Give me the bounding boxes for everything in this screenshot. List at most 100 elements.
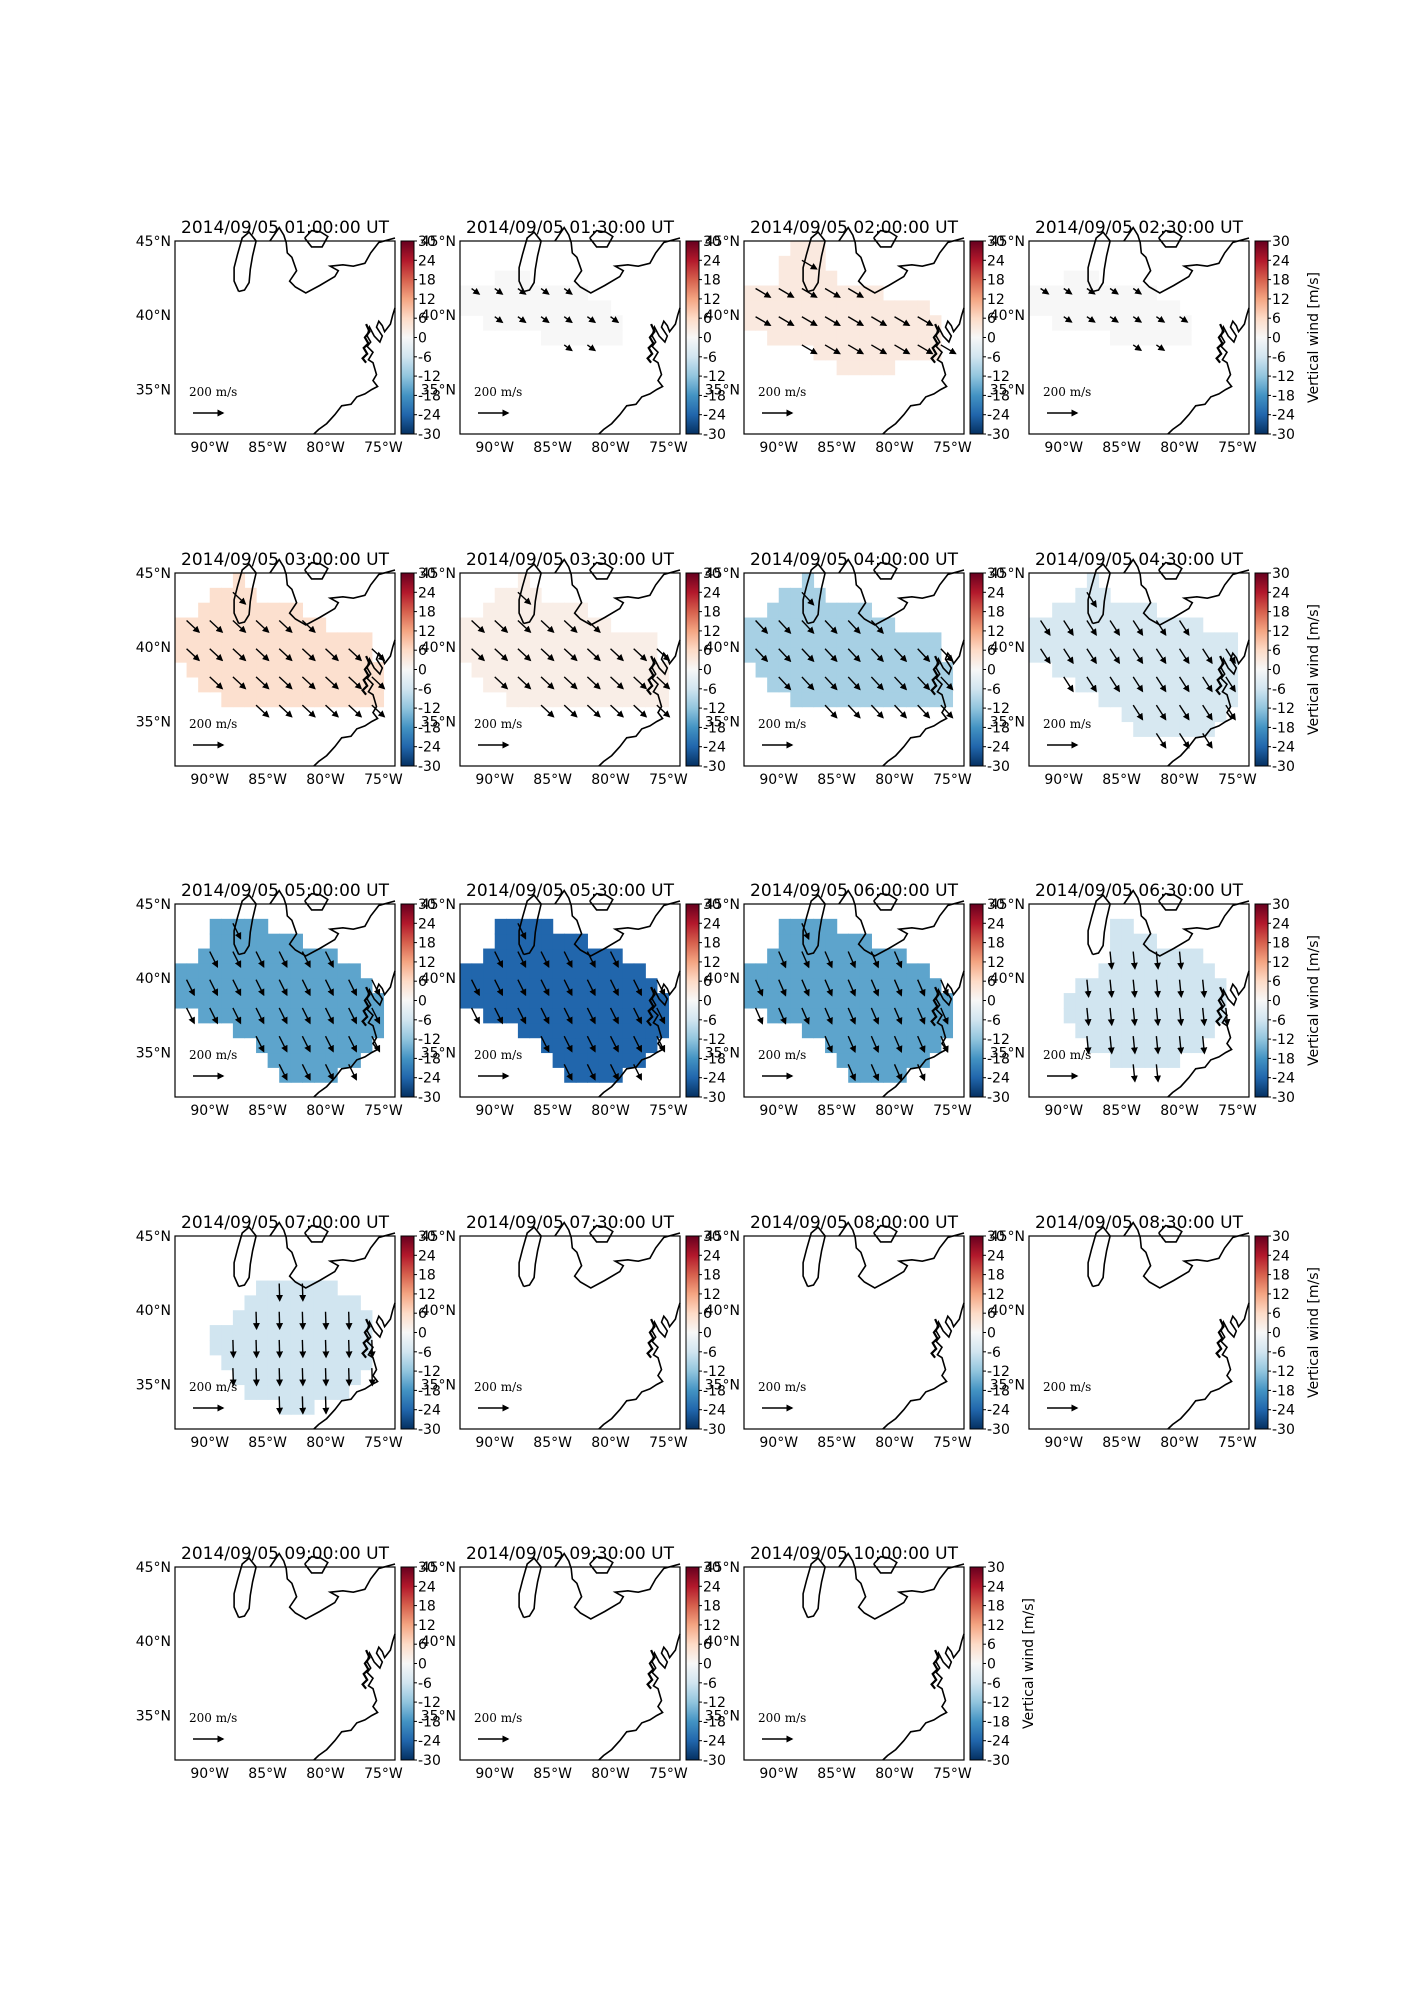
wind-cell — [302, 1325, 315, 1341]
lat-tick-label: 40°N — [136, 971, 171, 987]
wind-vector — [252, 1339, 260, 1359]
wind-vector — [1130, 1036, 1138, 1055]
coastline-path — [882, 970, 965, 1098]
colorbar-tick-label: -6 — [418, 350, 432, 366]
wind-cell — [267, 602, 280, 619]
wind-vector — [470, 979, 480, 997]
wind-cell — [313, 617, 327, 633]
colorbar-tick-label: 12 — [703, 1287, 721, 1303]
colorbar-tick-label: -24 — [703, 408, 726, 424]
coastline-path — [1215, 655, 1225, 696]
wind-vector — [824, 1007, 833, 1025]
wind-cell — [1191, 647, 1204, 663]
colorbar-tick-label: 24 — [418, 253, 436, 269]
coastline-path — [313, 1633, 396, 1761]
wind-cell — [1075, 647, 1088, 663]
wind-cell — [575, 300, 588, 316]
wind-cell — [337, 1369, 350, 1386]
wind-cell — [564, 948, 577, 964]
wind-cell — [836, 993, 849, 1009]
wind-cell — [790, 647, 803, 663]
lat-tick-label: 40°N — [136, 308, 171, 324]
lat-tick-label: 35°N — [990, 1377, 1025, 1393]
wind-cell — [267, 1037, 280, 1054]
wind-cell — [186, 632, 199, 648]
map-frame — [174, 1566, 396, 1761]
wind-cell — [1191, 978, 1204, 994]
coastline-path — [882, 639, 965, 767]
colorbar-tick-label: 12 — [703, 624, 721, 640]
wind-cell — [1121, 632, 1134, 648]
colorbar-tick-label: 6 — [418, 1306, 427, 1322]
wind-vector — [656, 1007, 666, 1025]
wind-cell — [337, 1325, 350, 1341]
wind-cell — [290, 1052, 303, 1068]
colorbar-tick-label: 18 — [703, 1599, 721, 1615]
map-frame — [743, 1566, 965, 1761]
wind-cell — [645, 1037, 658, 1054]
wind-cell — [1144, 993, 1157, 1009]
wind-cell — [337, 993, 350, 1009]
wind-cell — [541, 963, 554, 979]
wind-cell — [221, 948, 234, 964]
lat-tick-label: 45°N — [705, 897, 740, 913]
wind-cell — [221, 918, 234, 935]
wind-vector — [1132, 648, 1144, 665]
wind-cell — [221, 647, 234, 663]
wind-vector — [801, 979, 810, 997]
wind-vector — [494, 1007, 503, 1025]
wind-cell — [1075, 1007, 1088, 1024]
coastline-path — [598, 639, 681, 767]
wind-vector — [1130, 979, 1138, 999]
colorbar-tick-label: 30 — [418, 566, 436, 582]
wind-cell — [917, 691, 930, 708]
colorbar-tick-label: 0 — [703, 994, 712, 1010]
wind-cell — [1144, 676, 1157, 693]
wind-vector — [824, 316, 841, 327]
wind-cell — [506, 691, 519, 708]
wind-cell — [859, 300, 872, 316]
wind-cell — [598, 1037, 612, 1054]
coastline-path — [1167, 307, 1250, 435]
wind-vector — [1202, 648, 1213, 665]
vertical-wind-field — [1029, 573, 1239, 737]
wind-vector — [1039, 620, 1051, 636]
wind-vector — [1200, 1007, 1208, 1027]
wind-cell — [767, 662, 780, 678]
colorbar-tick-label: 0 — [987, 1326, 996, 1342]
wind-cell — [1075, 632, 1088, 648]
wind-vector — [1177, 951, 1185, 970]
colorbar-tick-label: 24 — [987, 916, 1005, 932]
wind-cell — [232, 1354, 246, 1371]
wind-cell — [906, 662, 919, 678]
wind-cell — [894, 1022, 907, 1039]
colorbar-tick-label: 0 — [418, 663, 427, 679]
lat-tick-label: 35°N — [705, 714, 740, 730]
wind-vector — [563, 287, 573, 295]
wind-vector — [778, 620, 792, 634]
wind-cell — [290, 993, 303, 1009]
wind-cell — [267, 1052, 280, 1068]
lon-tick-label: 85°W — [1102, 440, 1141, 456]
coastline-path — [882, 1302, 965, 1430]
coastline-path — [361, 1649, 371, 1690]
wind-vector — [540, 676, 555, 690]
wind-cell — [1179, 647, 1192, 663]
wind-cell — [1144, 1052, 1157, 1068]
wind-cell — [1121, 330, 1134, 346]
lat-tick-label: 35°N — [136, 1708, 171, 1724]
colorbar-tick-label: -30 — [987, 427, 1010, 443]
wind-cell — [744, 963, 757, 979]
wind-cell — [755, 285, 768, 301]
wind-cell — [1098, 993, 1111, 1009]
wind-cell — [564, 602, 577, 619]
wind-vector — [778, 287, 795, 298]
lon-tick-label: 90°W — [759, 1435, 798, 1451]
wind-cell — [232, 1022, 246, 1039]
lat-tick-label: 35°N — [136, 714, 171, 730]
coastline — [802, 558, 965, 767]
lon-tick-label: 75°W — [649, 1103, 688, 1119]
lon-tick-label: 75°W — [1218, 772, 1257, 788]
